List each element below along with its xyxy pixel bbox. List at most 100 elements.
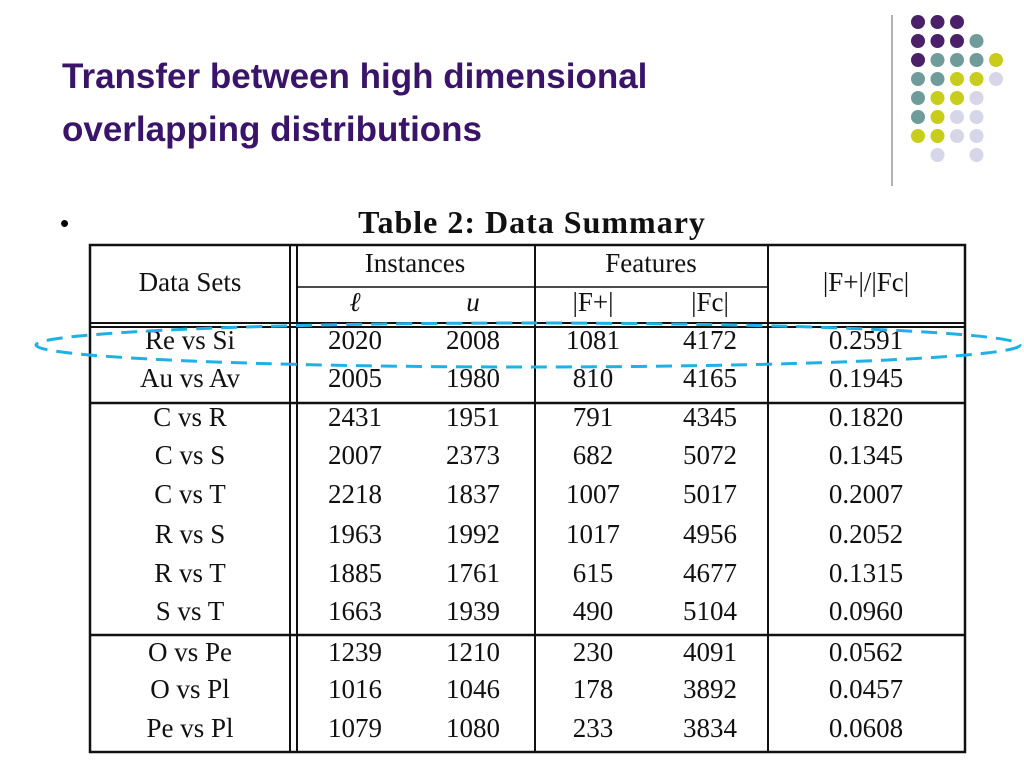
table-cell: 0.0457	[829, 674, 903, 704]
table-cell: 4345	[683, 402, 737, 432]
table-cell: 2218	[328, 479, 382, 509]
dot	[950, 15, 964, 29]
table-cell: 4956	[683, 519, 737, 549]
table-cell: 2431	[328, 402, 382, 432]
dot	[930, 15, 945, 29]
table-border	[88, 243, 967, 754]
table-cell: 0.1945	[829, 363, 903, 393]
table-cell: 4677	[683, 558, 737, 588]
table-cell: 1885	[328, 558, 382, 588]
table-cell: O vs Pe	[148, 637, 232, 667]
table-cell: 1761	[446, 558, 500, 588]
table-cell: Pe vs Pl	[146, 713, 233, 743]
dot	[911, 72, 925, 86]
table-cell: 5017	[683, 479, 737, 509]
table-cell: R vs T	[154, 558, 226, 588]
table-cell: 0.1820	[829, 402, 903, 432]
decoration	[911, 15, 1003, 162]
dot	[950, 91, 964, 105]
table-cell: 791	[573, 402, 614, 432]
table-cell: |F+|	[572, 287, 613, 317]
table-cell: |F+|/|Fc|	[823, 267, 909, 297]
table-cell: 1992	[446, 519, 500, 549]
table-cell: C vs S	[155, 440, 226, 470]
table-cell: 2008	[446, 325, 500, 355]
table-cell: 1079	[328, 713, 382, 743]
dot	[989, 72, 1003, 86]
dot	[969, 91, 984, 105]
table-cell: 2020	[328, 325, 382, 355]
dot	[950, 129, 964, 143]
table-cell: |Fc|	[691, 287, 729, 317]
table-cell: 0.1345	[829, 440, 903, 470]
table-cell: Features	[605, 248, 696, 278]
dot	[950, 53, 964, 67]
table-cell: C vs R	[153, 402, 227, 432]
dot	[930, 53, 945, 67]
table-cell: 0.0960	[829, 596, 903, 626]
highlight-ellipse	[34, 321, 1022, 369]
dot	[950, 72, 964, 86]
table-cell: 4172	[683, 325, 737, 355]
bullet: •	[60, 208, 69, 238]
table-caption: Table 2: Data Summary	[358, 204, 706, 240]
dot	[911, 34, 925, 48]
table-cell: Data Sets	[139, 267, 242, 297]
dot	[911, 91, 925, 105]
table-cell: 1081	[566, 325, 620, 355]
table-cell: u	[466, 287, 480, 317]
table-cell: 1080	[446, 713, 500, 743]
table-cell: 4165	[683, 363, 737, 393]
table-cell: 1939	[446, 596, 500, 626]
table-cell: 2007	[328, 440, 382, 470]
table-cell: 3834	[683, 713, 738, 743]
dot	[930, 129, 945, 143]
dot	[911, 129, 925, 143]
table-cell: S vs T	[156, 596, 225, 626]
table-cell: ℓ	[349, 287, 361, 317]
table-cell: 682	[573, 440, 614, 470]
table-cell: 1046	[446, 674, 500, 704]
table-cell: 0.1315	[829, 558, 903, 588]
dot	[969, 34, 984, 48]
dot	[911, 15, 925, 29]
table-cell: C vs T	[154, 479, 226, 509]
dot	[911, 53, 925, 67]
dot	[930, 148, 945, 162]
dot	[911, 110, 925, 124]
table-cell: 178	[573, 674, 614, 704]
table-cell: R vs S	[155, 519, 226, 549]
table-cell: 1017	[566, 519, 620, 549]
table-cell: 1210	[446, 637, 500, 667]
dot	[930, 34, 945, 48]
table-cell: 0.2591	[829, 325, 903, 355]
dot	[930, 72, 945, 86]
dot	[969, 148, 984, 162]
table-cell: 615	[573, 558, 614, 588]
table-cell: Instances	[365, 248, 465, 278]
table-cell: Au vs Av	[140, 363, 241, 393]
dot	[989, 53, 1003, 67]
table-cell: 1837	[446, 479, 500, 509]
table-cell: 230	[573, 637, 614, 667]
dot	[969, 129, 984, 143]
table-cell: 233	[573, 713, 614, 743]
table-cell: 0.0608	[829, 713, 903, 743]
dot	[969, 110, 984, 124]
dot	[930, 91, 945, 105]
table-cell: 1663	[328, 596, 382, 626]
dot	[969, 53, 984, 67]
table-cell: 1016	[328, 674, 382, 704]
table-cell: O vs Pl	[150, 674, 230, 704]
dot	[969, 72, 984, 86]
table-cell: 0.2007	[829, 479, 903, 509]
dot	[930, 110, 945, 124]
table-cell: 0.2052	[829, 519, 903, 549]
slide-title-line: overlapping distributions	[62, 110, 482, 149]
table-cell: 1951	[446, 402, 500, 432]
table-cell: 0.0562	[829, 637, 903, 667]
table-cell: 1239	[328, 637, 382, 667]
dot	[950, 34, 964, 48]
table: Data Sets Instances Features |F+|/|Fc| ℓ u |F+…	[88, 243, 967, 754]
